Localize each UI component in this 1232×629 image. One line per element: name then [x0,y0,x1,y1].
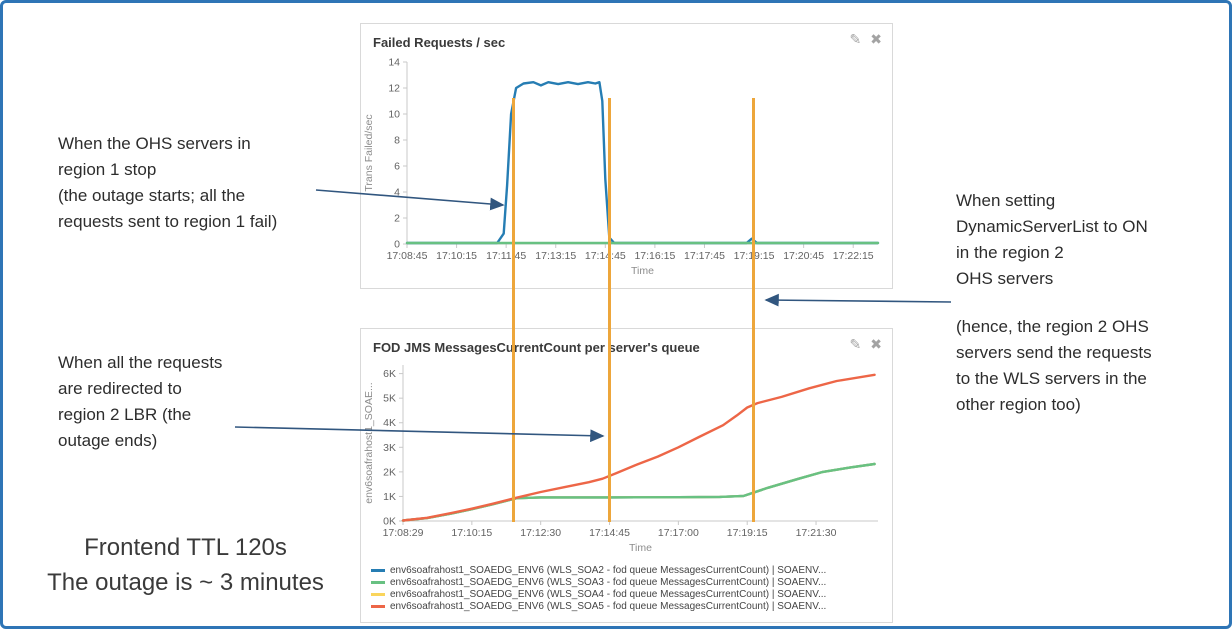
svg-text:10: 10 [388,109,400,121]
svg-text:17:10:15: 17:10:15 [436,250,477,262]
legend-swatch [371,605,385,608]
svg-text:17:11:45: 17:11:45 [486,250,526,262]
svg-text:17:20:45: 17:20:45 [783,250,824,262]
event-marker-outage-end [608,98,611,522]
svg-text:17:17:00: 17:17:00 [658,527,699,539]
annotation-dynamic-effect: (hence, the region 2 OHS servers send th… [956,317,1152,414]
event-marker-outage-start [512,98,515,522]
legend-item: env6soafrahost1_SOAEDG_ENV6 (WLS_SOA5 - … [371,601,892,612]
svg-text:Trans Failed/sec: Trans Failed/sec [363,114,375,191]
svg-text:1K: 1K [383,491,396,503]
legend-swatch [371,569,385,572]
panel-actions: ✎ ✖ [850,31,882,47]
panel-actions: ✎ ✖ [850,336,882,352]
failed-requests-chart: 0 2 4 6 8 10 12 14 17:08:45 17:10:15 17:11:45 17:13… [363,57,880,277]
svg-text:0: 0 [394,239,400,251]
legend-item: env6soafrahost1_SOAEDG_ENV6 (WLS_SOA3 - … [371,577,892,588]
arrow-to-dynamicserverlist-on [764,293,952,307]
legend-label: env6soafrahost1_SOAEDG_ENV6 (WLS_SOA4 - … [390,589,827,600]
chart-title: FOD JMS MessagesCurrentCount per server'… [373,340,700,355]
svg-text:8: 8 [394,135,400,147]
svg-text:0K: 0K [383,516,396,528]
jms-messages-chart: 0K 1K 2K 3K 4K 5K 6K 17:08:29 17:10:15 17:12:30 17… [363,365,878,554]
panel-header: FOD JMS MessagesCurrentCount per server'… [361,329,892,359]
footer-note: Frontend TTL 120s The outage is ~ 3 minu… [47,534,324,596]
svg-text:17:22:15: 17:22:15 [833,250,874,262]
panel-header: Failed Requests / sec ✎ ✖ [361,24,892,54]
svg-text:17:21:30: 17:21:30 [796,527,837,539]
close-icon[interactable]: ✖ [870,31,882,47]
svg-text:17:14:45: 17:14:45 [585,250,626,262]
close-icon[interactable]: ✖ [870,336,882,352]
edit-icon[interactable]: ✎ [849,31,862,47]
svg-text:17:14:45: 17:14:45 [589,527,630,539]
annotation-redirect: When all the requests are redirected to … [58,353,223,450]
chart-panel-failed-requests: Failed Requests / sec ✎ ✖ 0 2 4 6 8 10 12 14 17:… [360,23,893,289]
legend-item: env6soafrahost1_SOAEDG_ENV6 (WLS_SOA4 - … [371,589,892,600]
svg-text:12: 12 [388,83,400,95]
annotation-ohs-stop: When the OHS servers in region 1 stop (t… [58,134,278,231]
event-marker-dynamicserverlist-on [752,98,755,522]
svg-text:17:13:15: 17:13:15 [535,250,576,262]
svg-text:17:08:45: 17:08:45 [387,250,428,262]
legend-item: env6soafrahost1_SOAEDG_ENV6 (WLS_SOA2 - … [371,565,892,576]
chart-legend: env6soafrahost1_SOAEDG_ENV6 (WLS_SOA2 - … [361,559,892,612]
svg-text:17:12:30: 17:12:30 [520,527,561,539]
svg-text:5K: 5K [383,393,396,405]
svg-text:6: 6 [394,161,400,173]
svg-text:17:10:15: 17:10:15 [451,527,492,539]
svg-text:2: 2 [394,213,400,225]
svg-text:14: 14 [388,57,400,69]
svg-text:17:16:15: 17:16:15 [634,250,675,262]
svg-text:Time: Time [631,265,654,277]
svg-text:17:08:29: 17:08:29 [383,527,424,539]
svg-text:6K: 6K [383,368,396,380]
chart-title: Failed Requests / sec [373,35,506,50]
svg-text:3K: 3K [383,442,396,454]
svg-text:4: 4 [394,187,400,199]
svg-text:env6soafrahost1_SOAE...: env6soafrahost1_SOAE... [363,382,375,503]
svg-text:2K: 2K [383,466,396,478]
legend-label: env6soafrahost1_SOAEDG_ENV6 (WLS_SOA2 - … [390,565,827,576]
legend-label: env6soafrahost1_SOAEDG_ENV6 (WLS_SOA3 - … [390,577,827,588]
annotation-dynamic-server-list: When setting DynamicServerList to ON in … [956,191,1148,288]
svg-text:Time: Time [629,542,652,554]
svg-text:4K: 4K [383,417,396,429]
legend-swatch [371,581,385,584]
legend-label: env6soafrahost1_SOAEDG_ENV6 (WLS_SOA5 - … [390,601,827,612]
edit-icon[interactable]: ✎ [849,336,862,352]
chart-panel-jms-messages: FOD JMS MessagesCurrentCount per server'… [360,328,893,623]
svg-text:17:17:45: 17:17:45 [684,250,725,262]
svg-text:17:19:15: 17:19:15 [727,527,768,539]
legend-swatch [371,593,385,596]
